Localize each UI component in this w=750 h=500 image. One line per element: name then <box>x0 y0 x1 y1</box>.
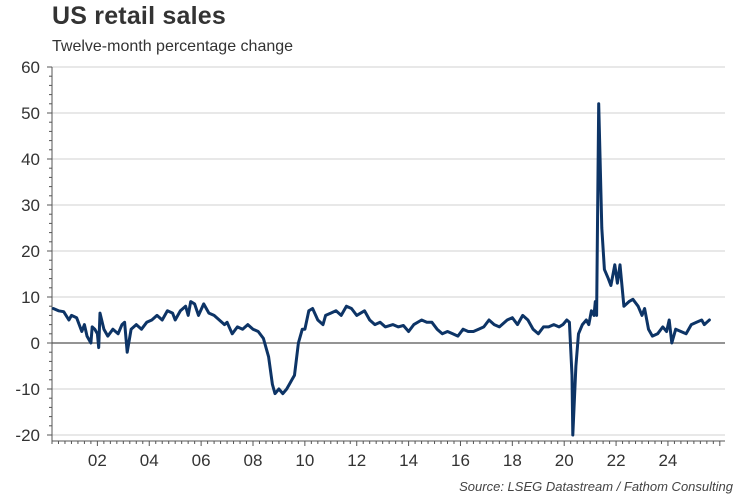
x-tick-label: 12 <box>347 451 366 470</box>
y-tick-label: 60 <box>21 58 40 77</box>
x-tick-label: 22 <box>607 451 626 470</box>
y-tick-label: -10 <box>15 380 40 399</box>
y-tick-label: 50 <box>21 104 40 123</box>
y-tick-label: 40 <box>21 150 40 169</box>
x-tick-label: 18 <box>503 451 522 470</box>
x-tick-labels: 02 04 06 08 10 12 14 16 18 20 22 24 <box>88 451 677 470</box>
y-tick-label: 0 <box>31 334 40 353</box>
series-lines <box>51 102 711 437</box>
x-tick-label: 08 <box>244 451 263 470</box>
y-tick-labels: 60 50 40 30 20 10 0 -10 -20 <box>15 58 40 445</box>
x-tick-label: 02 <box>88 451 107 470</box>
chart-subtitle: Twelve-month percentage change <box>52 38 294 55</box>
source-note: Source: LSEG Datastream / Fathom Consult… <box>459 479 733 494</box>
series-line <box>51 102 711 437</box>
y-tick-label: 30 <box>21 196 40 215</box>
y-tick-label: 10 <box>21 288 40 307</box>
x-tick-label: 10 <box>295 451 314 470</box>
x-tick-label: 14 <box>399 451 418 470</box>
x-tick-label: 24 <box>658 451 677 470</box>
gridlines <box>52 66 725 436</box>
x-tick-label: 04 <box>140 451 159 470</box>
y-tick-label: -20 <box>15 426 40 445</box>
y-tick-label: 20 <box>21 242 40 261</box>
x-tick-label: 06 <box>192 451 211 470</box>
axes <box>47 66 725 446</box>
x-tick-label: 16 <box>451 451 470 470</box>
chart-title: US retail sales <box>52 2 226 30</box>
x-tick-label: 20 <box>555 451 574 470</box>
